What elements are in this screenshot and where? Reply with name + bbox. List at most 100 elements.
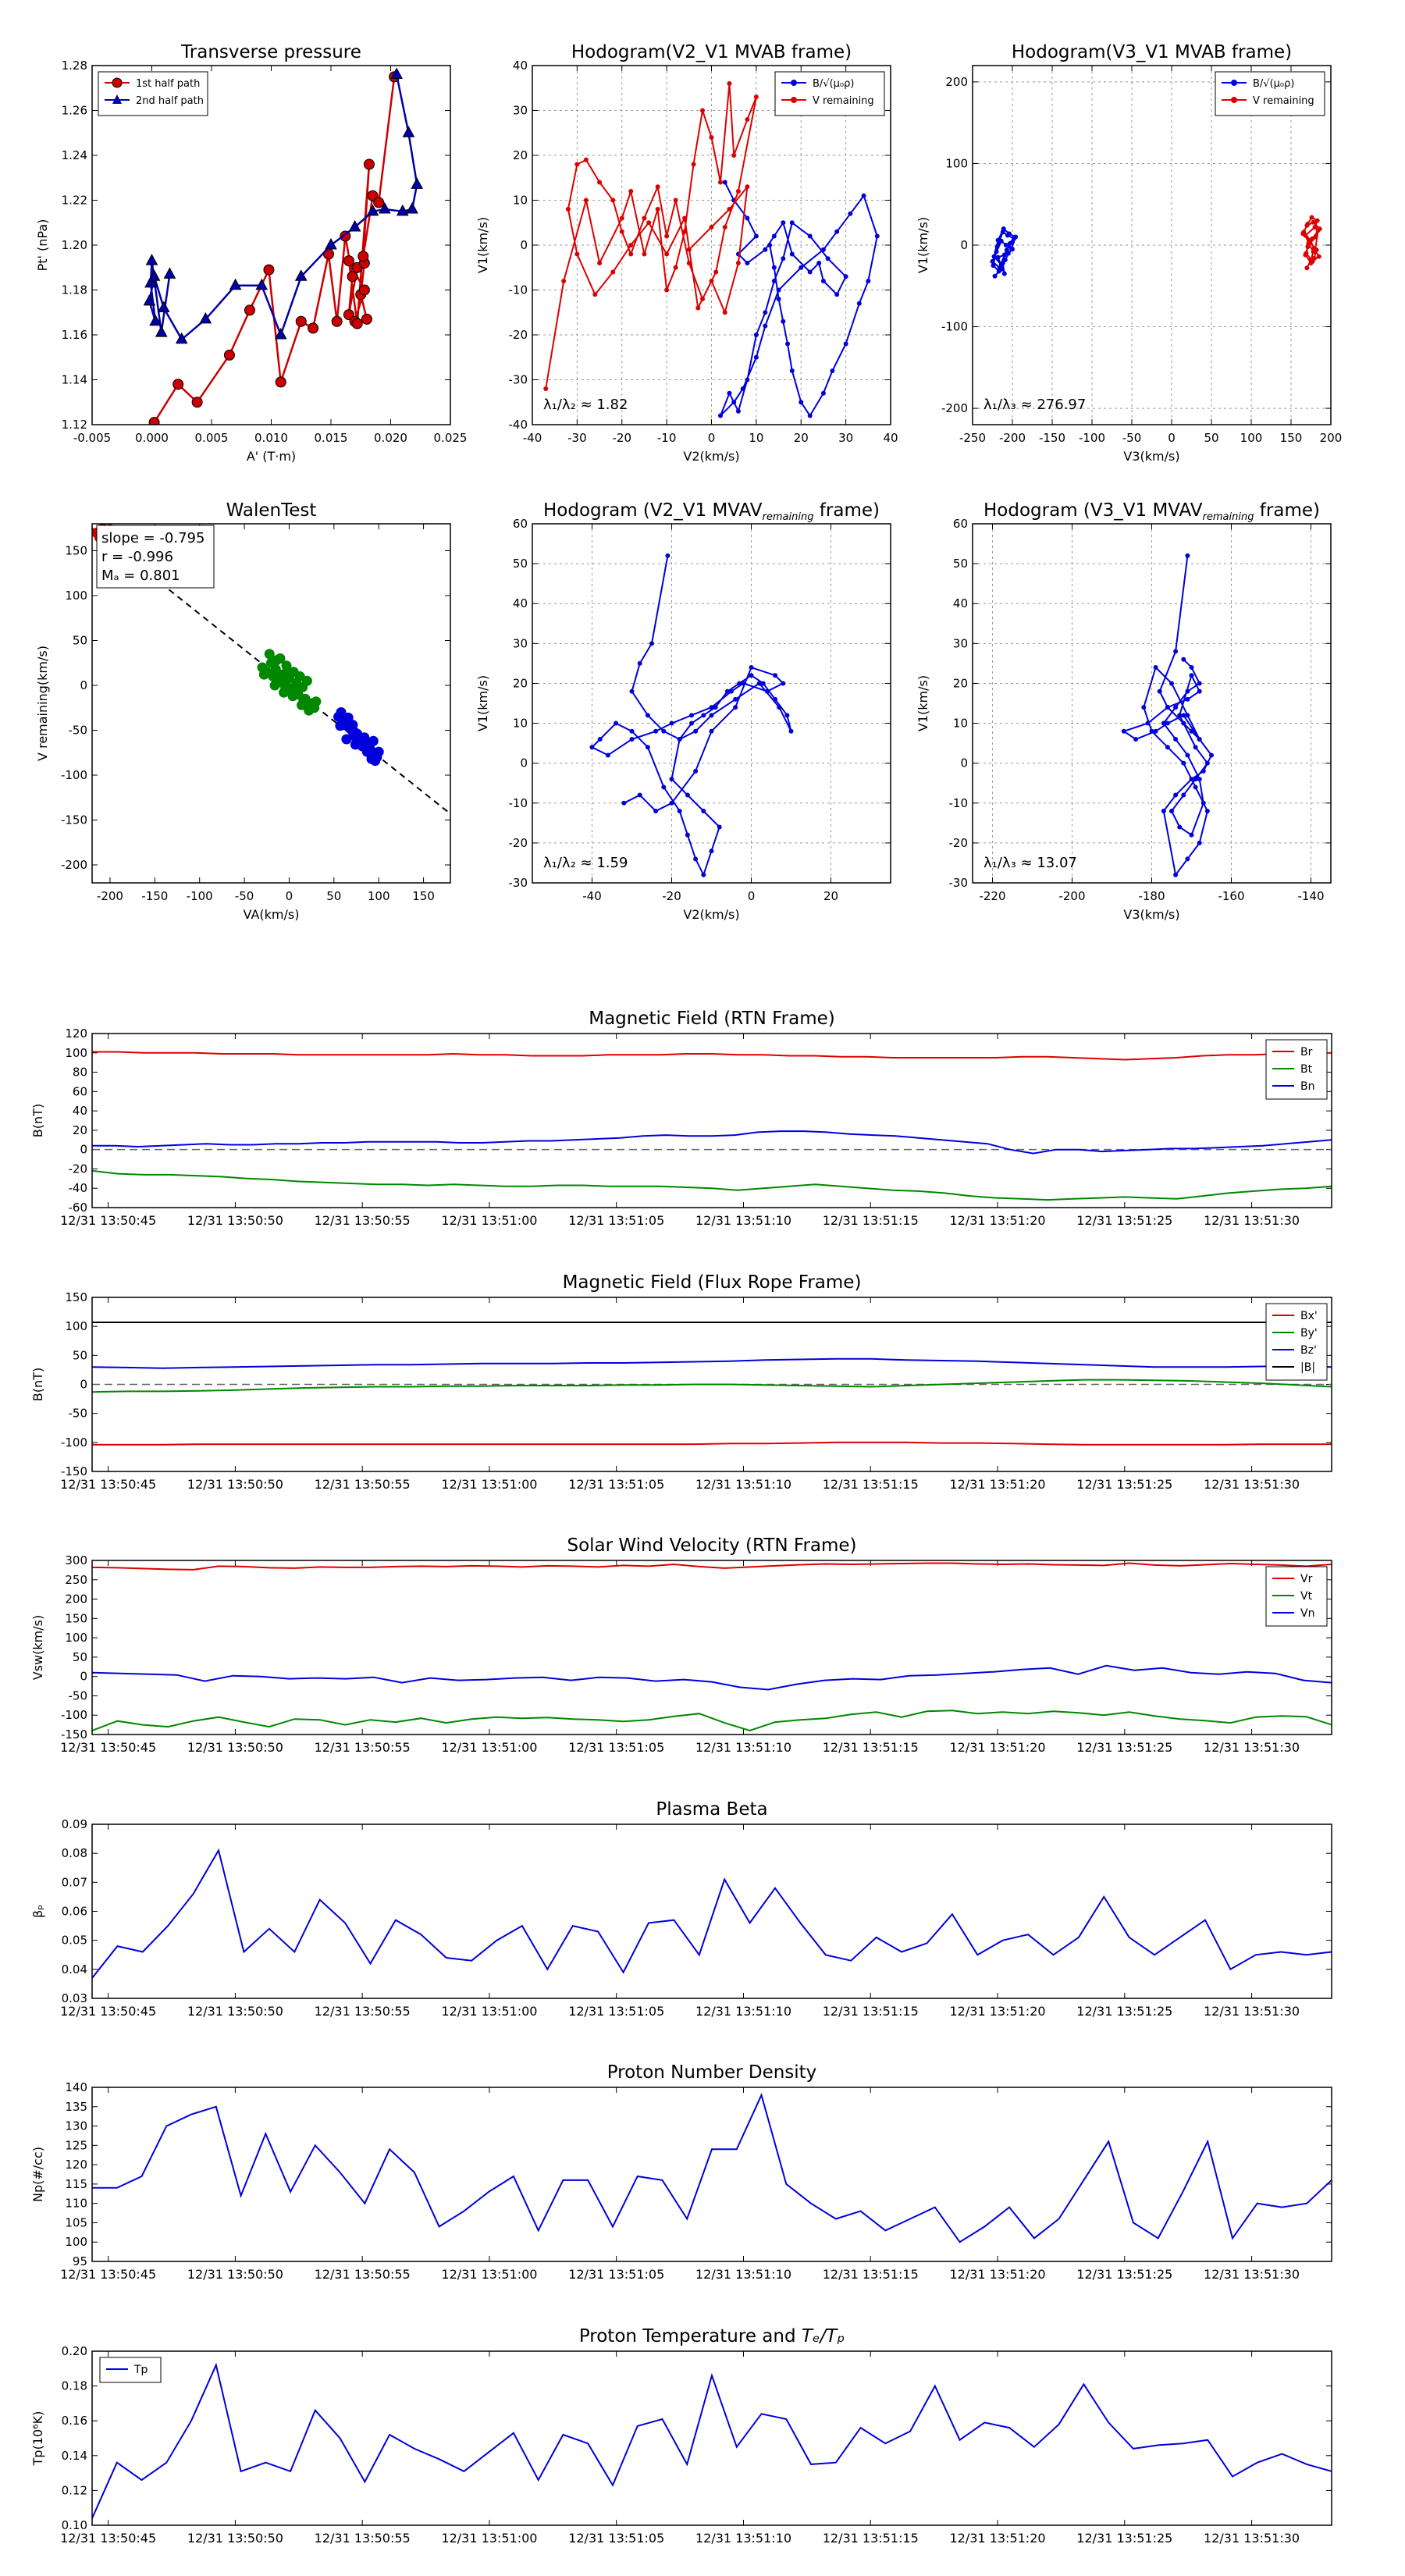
data-point: [368, 735, 379, 746]
data-point: [771, 265, 777, 270]
data-point: [282, 666, 293, 677]
data-point: [729, 688, 734, 694]
y-axis-label: Vsw(km/s): [30, 1615, 45, 1680]
data-point: [1153, 665, 1158, 670]
data-point: [807, 269, 813, 275]
data-point: [1304, 265, 1310, 271]
y-tick-label: -200: [941, 401, 968, 415]
data-point: [661, 728, 667, 734]
data-point: [347, 720, 358, 731]
y-tick-label: -100: [941, 320, 968, 334]
series-Bt: [92, 1169, 1332, 1201]
data-point: [351, 318, 363, 329]
chart-np: 95 100 105 110 115 120 125 130 135 140 12/31 13:50…: [30, 2062, 1332, 2282]
y-tick-label: 100: [65, 1319, 87, 1333]
data-point: [614, 720, 619, 726]
data-point: [646, 220, 652, 226]
data-point: [1185, 688, 1190, 694]
data-point: [597, 261, 603, 265]
data-point: [1013, 234, 1019, 240]
series-2nd half path: [143, 67, 423, 344]
y-tick-label: 0.09: [62, 1817, 87, 1831]
y-tick-label: 100: [65, 589, 87, 603]
y-tick-label: 0: [960, 238, 968, 252]
y-tick-label: 10: [953, 717, 968, 731]
plot-area: [92, 1322, 1332, 1446]
series-Bz': [92, 1357, 1332, 1369]
y-tick-label: -30: [509, 876, 528, 890]
chart-title: WalenTest: [226, 500, 317, 521]
time-tick-label: 12/31 13:50:45: [60, 2531, 156, 2546]
chart-vsw: -150 -100 -50 0 50 100 150 200 250 300 12/31 13:50…: [30, 1535, 1332, 1755]
chart-h3: -40 -20 0 20 -30 -20 -10 0 10 20 30 40 50 60 Hodogram …: [475, 500, 891, 922]
x-tick-label: -0.005: [73, 431, 111, 445]
plot-frame: [91, 65, 451, 425]
data-point: [753, 233, 759, 239]
legend: B/√(μ₀ρ) V remaining: [1215, 71, 1325, 116]
data-point: [866, 279, 871, 283]
data-point: [1311, 219, 1316, 225]
data-point: [724, 688, 730, 694]
data-point: [753, 354, 759, 360]
y-tick-label: -20: [509, 328, 528, 342]
chart-title: Hodogram (V2_V1 MVAVremaining frame): [543, 500, 880, 523]
data-point: [995, 237, 1001, 243]
data-point: [359, 732, 370, 743]
data-point: [543, 386, 549, 391]
data-point: [396, 204, 409, 216]
legend-label: 2nd half path: [136, 95, 204, 107]
data-point: [1204, 760, 1210, 766]
plot-frame: [91, 2087, 1332, 2262]
time-tick-label: 12/31 13:51:15: [823, 1740, 919, 1755]
x-tick-label: 20: [794, 431, 809, 445]
data-point: [691, 162, 696, 167]
y-tick-label: 115: [65, 2177, 87, 2191]
data-point: [677, 809, 682, 813]
data-point: [1181, 760, 1186, 766]
data-point: [294, 269, 308, 281]
x-tick-label: -160: [1218, 889, 1244, 903]
data-point: [998, 262, 1004, 268]
data-point: [664, 233, 670, 239]
y-tick-label: 0: [80, 1143, 87, 1157]
y-tick-label: -200: [61, 858, 87, 872]
data-point: [325, 237, 337, 250]
x-tick-label: 150: [412, 889, 435, 903]
data-point: [722, 180, 727, 185]
y-tick-label: 0.06: [62, 1905, 87, 1919]
data-point: [343, 255, 354, 267]
chart-title: Hodogram(V2_V1 MVAB frame): [571, 42, 852, 62]
y-tick-label: -100: [61, 1436, 87, 1450]
data-point: [996, 269, 1001, 274]
y-tick-label: 40: [73, 1104, 87, 1118]
data-point: [621, 800, 627, 806]
time-tick-label: 12/31 13:50:55: [315, 2267, 411, 2282]
data-point: [700, 108, 706, 113]
y-tick-label: -40: [69, 1181, 88, 1195]
data-point: [1161, 720, 1166, 726]
data-point: [733, 696, 738, 702]
time-tick-label: 12/31 13:51:20: [950, 2267, 1046, 2282]
data-point: [731, 153, 737, 158]
data-point: [149, 314, 162, 326]
stats-box: slope = -0.795 r = -0.996 Mₐ = 0.801: [96, 525, 215, 589]
data-point: [830, 368, 835, 373]
plot-area: [92, 2362, 1332, 2519]
time-tick-label: 12/31 13:51:25: [1076, 2531, 1172, 2546]
data-point: [763, 247, 768, 252]
time-tick-label: 12/31 13:51:30: [1204, 1740, 1300, 1755]
data-point: [722, 310, 727, 315]
data-point: [1002, 257, 1008, 262]
time-tick-label: 12/31 13:50:55: [315, 1477, 411, 1492]
data-point: [1181, 720, 1186, 726]
y-tick-label: 1.24: [62, 148, 87, 162]
y-tick-label: 60: [953, 517, 968, 531]
y-tick-label: 125: [65, 2138, 87, 2152]
data-point: [709, 279, 714, 283]
data-point: [682, 229, 688, 234]
data-point: [767, 243, 773, 247]
stats-box-frame: [96, 525, 215, 589]
data-point: [1185, 553, 1190, 558]
data-point: [991, 263, 996, 269]
data-point: [1197, 688, 1202, 694]
